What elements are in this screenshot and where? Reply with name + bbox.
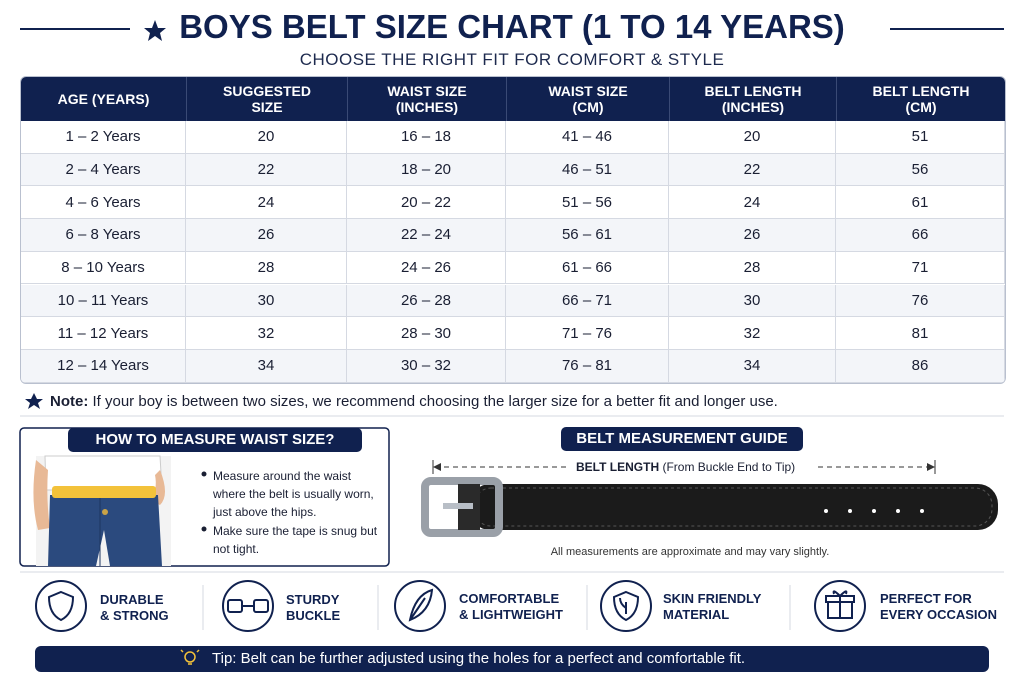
measure-bullet: Make sure the tape is snug but not tight… (213, 524, 378, 556)
table-cell: 61 (836, 186, 1005, 220)
table-cell: 11 – 12 Years (21, 317, 186, 350)
table-cell: 20 (186, 121, 347, 154)
table-cell: 30 (669, 284, 836, 318)
note: Note: If your boy is between two sizes, … (50, 393, 778, 410)
table-cell: 24 (186, 186, 347, 220)
table-cell: 32 (669, 317, 836, 350)
table-cell: 4 – 6 Years (21, 186, 186, 220)
table-cell: 34 (669, 349, 836, 383)
feature: SKIN FRIENDLY MATERIAL (663, 591, 762, 622)
table-cell: 76 (836, 284, 1005, 318)
table-cell: 30 – 32 (347, 349, 506, 383)
table-cell: 71 – 76 (506, 317, 669, 350)
feature: COMFORTABLE & LIGHTWEIGHT (459, 591, 563, 622)
table-cell: 86 (836, 349, 1005, 383)
table-cell: 46 – 51 (506, 153, 669, 187)
length-label: BELT LENGTH (576, 460, 660, 474)
table-cell: 20 – 22 (347, 186, 506, 220)
table-cell: 26 (186, 219, 347, 252)
table-cell: 28 (669, 251, 836, 285)
table-cell: 32 (186, 317, 347, 350)
feature: STURDY BUCKLE (286, 592, 341, 623)
table-cell: 66 – 71 (506, 284, 669, 318)
table-cell: 22 – 24 (347, 219, 506, 252)
table-cell: 8 – 10 Years (21, 251, 186, 285)
column-header: BELT LENGTH (CM) (836, 77, 1005, 121)
table-cell: 61 – 66 (506, 251, 669, 285)
length-detail: (From Buckle End to Tip) (662, 460, 796, 474)
table-cell: 30 (186, 284, 347, 318)
table-cell: 66 (836, 219, 1005, 252)
column-header: WAIST SIZE (INCHES) (347, 77, 506, 121)
table-cell: 12 – 14 Years (21, 349, 186, 383)
subtitle: CHOOSE THE RIGHT FIT FOR COMFORT & STYLE (299, 50, 725, 69)
table-cell: 22 (669, 153, 836, 187)
length-caption: BELT LENGTH (From Buckle End to Tip) (576, 460, 795, 474)
table-cell: 28 (186, 251, 347, 285)
table-cell: 24 (669, 186, 836, 220)
table-cell: 51 – 56 (506, 186, 669, 220)
table-cell: 28 – 30 (347, 317, 506, 350)
table-cell: 18 – 20 (347, 153, 506, 187)
feature: PERFECT FOR EVERY OCCASION (880, 591, 998, 622)
table-cell: 71 (836, 251, 1005, 285)
table-cell: 24 – 26 (347, 251, 506, 285)
table-cell: 16 – 18 (347, 121, 506, 154)
tip: Tip: Belt can be further adjusted using … (212, 650, 746, 667)
table-cell: 1 – 2 Years (21, 121, 186, 154)
table-cell: 81 (836, 317, 1005, 350)
table-cell: 2 – 4 Years (21, 153, 186, 187)
column-header: SUGGESTED SIZE (186, 77, 347, 121)
measure-bullet: Measure around the waist where the belt … (213, 469, 374, 519)
note-text: If your boy is between two sizes, we rec… (92, 393, 778, 410)
size-table: AGE (YEARS) SUGGESTED SIZE WAIST SIZE (INC… (20, 76, 1006, 384)
table-cell: 26 (669, 219, 836, 252)
table-cell: 6 – 8 Years (21, 219, 186, 252)
table-cell: 51 (836, 121, 1005, 154)
column-header: AGE (YEARS) (21, 77, 186, 121)
table-cell: 76 – 81 (506, 349, 669, 383)
measure-title: HOW TO MEASURE WAIST SIZE? (68, 428, 362, 452)
column-header: WAIST SIZE (CM) (506, 77, 669, 121)
table-cell: 56 – 61 (506, 219, 669, 252)
title: BOYS BELT SIZE CHART (1 TO 14 YEARS) (179, 8, 845, 45)
note-label: Note: (50, 393, 89, 410)
table-cell: 26 – 28 (347, 284, 506, 318)
column-header: BELT LENGTH (INCHES) (669, 77, 836, 121)
feature: DURABLE & STRONG (100, 592, 169, 623)
table-cell: 10 – 11 Years (21, 284, 186, 318)
table-cell: 56 (836, 153, 1005, 187)
table-cell: 22 (186, 153, 347, 187)
table-cell: 34 (186, 349, 347, 383)
table-cell: 41 – 46 (506, 121, 669, 154)
guide-title: BELT MEASUREMENT GUIDE (561, 427, 803, 451)
disclaimer: All measurements are approximate and may… (550, 546, 830, 558)
table-cell: 20 (669, 121, 836, 154)
